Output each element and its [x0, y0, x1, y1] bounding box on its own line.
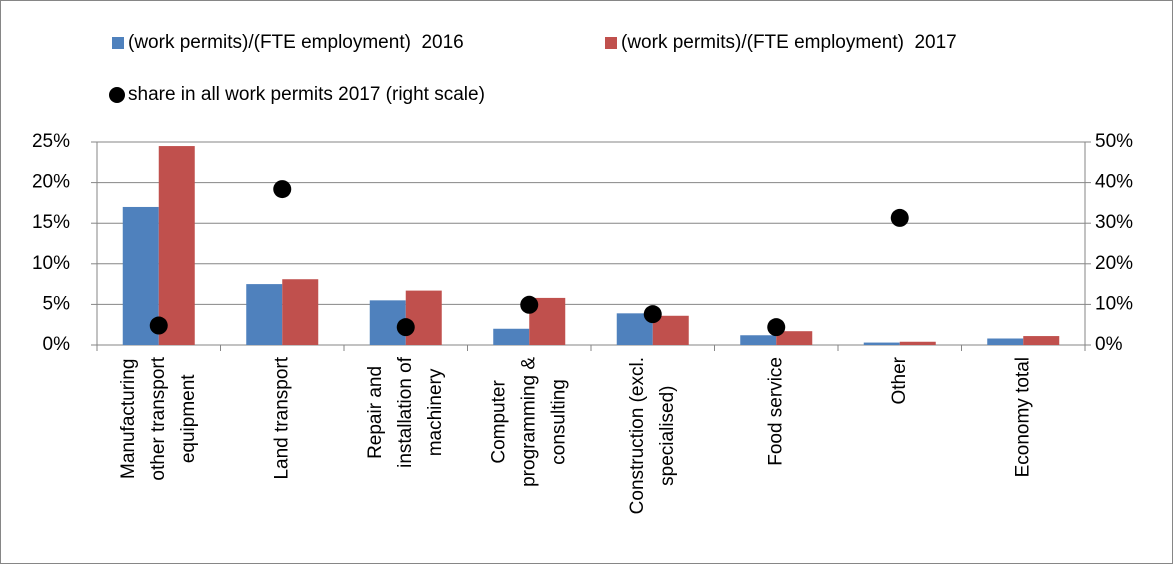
- legend-label: (work permits)/(FTE employment) 2016: [128, 32, 464, 53]
- scatter-point: [273, 180, 292, 199]
- bar: [899, 341, 936, 345]
- scatter-point: [767, 318, 786, 337]
- bar: [405, 290, 442, 345]
- y-tick-label: 5%: [43, 293, 71, 314]
- x-tick-label: Repair and installation of machinery: [365, 356, 446, 468]
- x-tick-label: Land transport: [271, 356, 292, 479]
- bar: [246, 284, 283, 345]
- x-tick-text: Manufacturing other transport equipment: [118, 356, 199, 480]
- y2-tick-label: 30%: [1095, 212, 1133, 233]
- y-tick-label: 15%: [32, 212, 70, 233]
- bar: [776, 331, 813, 345]
- scatter-point: [890, 208, 909, 227]
- x-tick-label: Manufacturing other transport equipment: [118, 356, 199, 480]
- x-tick-text: Food service: [765, 357, 786, 466]
- bar: [863, 342, 900, 345]
- scatter-point: [396, 318, 415, 337]
- y2-tick-label: 10%: [1095, 293, 1133, 314]
- y2-tick-label: 50%: [1095, 131, 1133, 152]
- x-tick-text: Computer programming & consulting: [488, 357, 569, 487]
- x-tick-label: Other: [889, 356, 910, 404]
- legend-label: (work permits)/(FTE employment) 2017: [621, 32, 957, 53]
- y2-tick-label: 40%: [1095, 172, 1133, 193]
- bar: [282, 279, 319, 345]
- scatter-point: [520, 295, 539, 314]
- y-tick-label: 25%: [32, 131, 70, 152]
- x-tick-label: Economy total: [1012, 357, 1033, 477]
- scatter-point: [149, 316, 168, 335]
- bar: [158, 146, 195, 345]
- x-tick-text: Repair and installation of machinery: [365, 356, 446, 468]
- bar: [740, 335, 777, 345]
- x-tick-text: Land transport: [271, 356, 292, 479]
- y-tick-label: 20%: [32, 172, 70, 193]
- bar: [1023, 336, 1060, 345]
- legend-swatch: [109, 87, 125, 103]
- x-tick-label: Food service: [765, 357, 786, 466]
- y2-tick-label: 20%: [1095, 253, 1133, 274]
- legend-label: share in all work permits 2017 (right sc…: [128, 84, 485, 105]
- scatter-point: [643, 305, 662, 324]
- x-tick-text: Construction (excl. specialised): [627, 357, 678, 514]
- bar: [493, 328, 530, 345]
- y-tick-label: 0%: [43, 334, 71, 355]
- legend-swatch: [605, 37, 617, 49]
- y-tick-label: 10%: [32, 253, 70, 274]
- bar: [987, 338, 1024, 345]
- x-tick-label: Construction (excl. specialised): [627, 357, 678, 514]
- x-tick-text: Other: [889, 356, 910, 404]
- x-tick-label: Computer programming & consulting: [488, 357, 569, 487]
- legend-swatch: [112, 37, 124, 49]
- y2-tick-label: 0%: [1095, 334, 1123, 355]
- x-tick-text: Economy total: [1012, 357, 1033, 477]
